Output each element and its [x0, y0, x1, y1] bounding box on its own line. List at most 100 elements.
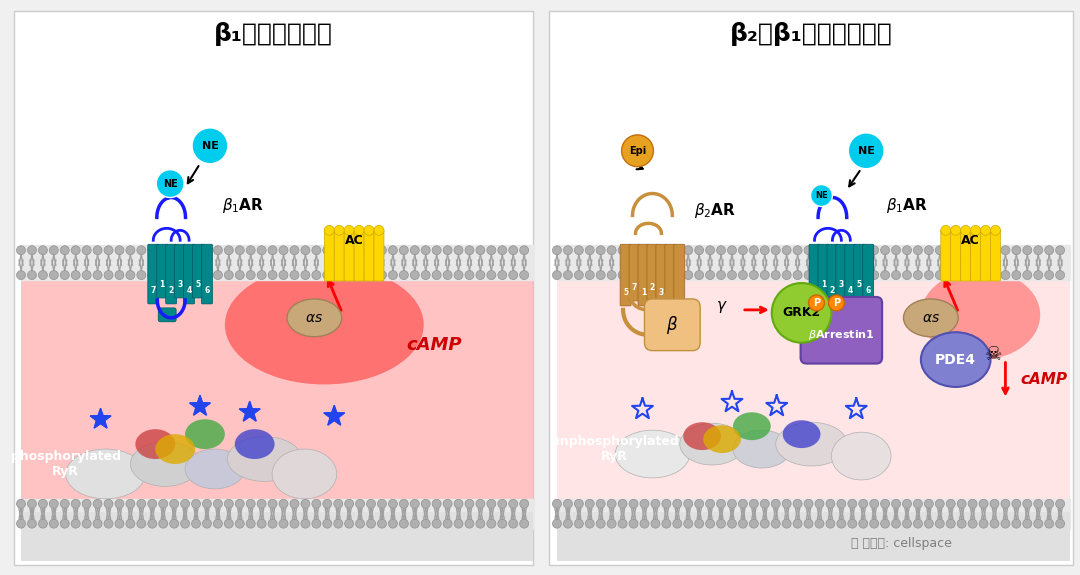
Circle shape — [509, 246, 517, 255]
FancyBboxPatch shape — [665, 244, 676, 301]
Circle shape — [60, 519, 69, 528]
Circle shape — [618, 246, 627, 255]
Ellipse shape — [733, 412, 771, 440]
Circle shape — [126, 499, 135, 508]
FancyBboxPatch shape — [334, 229, 345, 281]
Circle shape — [93, 519, 102, 528]
Circle shape — [607, 519, 616, 528]
Circle shape — [159, 519, 167, 528]
Circle shape — [760, 499, 769, 508]
Circle shape — [869, 499, 879, 508]
Circle shape — [487, 246, 496, 255]
Circle shape — [257, 246, 266, 255]
Circle shape — [716, 271, 726, 279]
Circle shape — [805, 246, 813, 255]
Circle shape — [553, 246, 562, 255]
FancyBboxPatch shape — [941, 229, 950, 281]
Circle shape — [235, 499, 244, 508]
Circle shape — [389, 271, 397, 279]
Circle shape — [815, 246, 824, 255]
Circle shape — [1055, 519, 1065, 528]
Circle shape — [705, 499, 715, 508]
Circle shape — [869, 246, 879, 255]
Circle shape — [957, 519, 967, 528]
Circle shape — [410, 499, 419, 508]
Text: 1: 1 — [160, 280, 165, 289]
Circle shape — [1055, 246, 1065, 255]
Circle shape — [694, 271, 704, 279]
Text: cAMP: cAMP — [1021, 372, 1067, 387]
Circle shape — [980, 519, 988, 528]
Circle shape — [935, 271, 944, 279]
Circle shape — [410, 246, 419, 255]
Circle shape — [487, 271, 496, 279]
Circle shape — [279, 499, 288, 508]
Circle shape — [519, 246, 528, 255]
FancyBboxPatch shape — [638, 244, 649, 306]
Circle shape — [968, 246, 977, 255]
Circle shape — [957, 271, 967, 279]
Text: 3: 3 — [659, 288, 664, 297]
Circle shape — [312, 271, 321, 279]
Text: 4: 4 — [187, 286, 191, 295]
Circle shape — [585, 499, 594, 508]
FancyBboxPatch shape — [950, 229, 961, 281]
Circle shape — [1012, 271, 1021, 279]
FancyBboxPatch shape — [165, 244, 177, 304]
Circle shape — [180, 246, 190, 255]
Circle shape — [990, 519, 999, 528]
FancyBboxPatch shape — [354, 229, 364, 281]
Circle shape — [859, 271, 867, 279]
Text: $\beta_1$AR: $\beta_1$AR — [221, 196, 265, 215]
Circle shape — [192, 128, 228, 164]
Circle shape — [476, 499, 485, 508]
Circle shape — [880, 271, 890, 279]
Circle shape — [50, 271, 58, 279]
Circle shape — [892, 499, 901, 508]
Circle shape — [750, 519, 758, 528]
Circle shape — [750, 271, 758, 279]
Circle shape — [104, 271, 113, 279]
Text: $\beta$: $\beta$ — [666, 314, 678, 336]
Text: P: P — [833, 298, 840, 308]
Circle shape — [137, 499, 146, 508]
Bar — [557, 512, 1070, 561]
Circle shape — [880, 519, 890, 528]
Circle shape — [432, 246, 441, 255]
Circle shape — [859, 519, 867, 528]
Text: $\beta_2$AR: $\beta_2$AR — [694, 201, 737, 220]
Circle shape — [39, 499, 48, 508]
FancyBboxPatch shape — [809, 244, 820, 304]
Circle shape — [782, 519, 792, 528]
Ellipse shape — [904, 299, 958, 337]
Circle shape — [225, 271, 233, 279]
Circle shape — [246, 271, 255, 279]
Circle shape — [334, 499, 342, 508]
Circle shape — [935, 519, 944, 528]
Circle shape — [848, 246, 856, 255]
Text: 4: 4 — [848, 286, 853, 295]
Circle shape — [60, 271, 69, 279]
Circle shape — [126, 246, 135, 255]
Circle shape — [684, 271, 692, 279]
Circle shape — [432, 271, 441, 279]
Circle shape — [739, 499, 747, 508]
Circle shape — [268, 519, 278, 528]
Text: $\alpha$s: $\alpha$s — [306, 311, 323, 325]
Circle shape — [214, 271, 222, 279]
Circle shape — [760, 519, 769, 528]
Circle shape — [848, 271, 856, 279]
Circle shape — [848, 133, 885, 168]
Circle shape — [93, 271, 102, 279]
Circle shape — [596, 271, 605, 279]
Circle shape — [432, 519, 441, 528]
Circle shape — [640, 246, 649, 255]
Bar — [21, 499, 534, 528]
Text: 5: 5 — [195, 280, 201, 289]
Circle shape — [946, 499, 955, 508]
Polygon shape — [190, 396, 211, 415]
Circle shape — [914, 246, 922, 255]
Circle shape — [961, 225, 971, 235]
Circle shape — [157, 170, 184, 197]
Text: 3: 3 — [177, 280, 183, 289]
